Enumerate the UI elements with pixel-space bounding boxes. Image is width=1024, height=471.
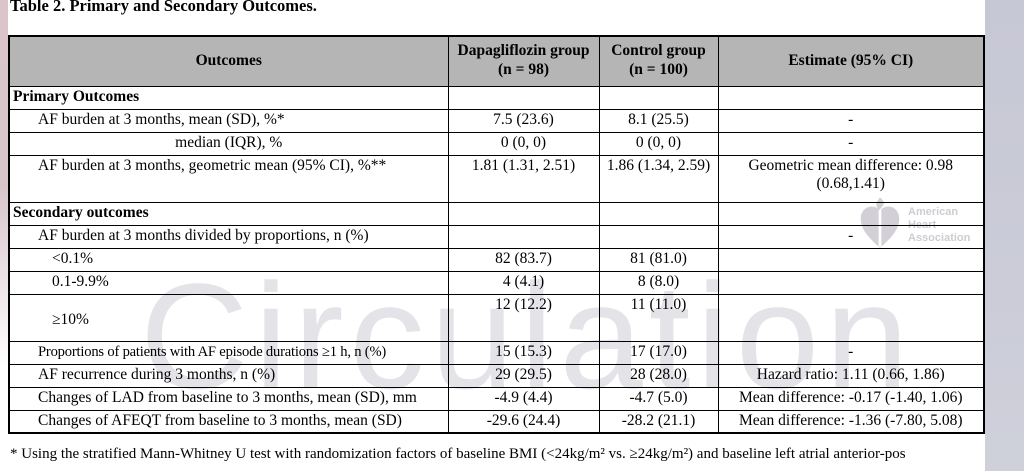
control-value-cell: 17 (17.0)	[598, 340, 719, 365]
table-header-row: Outcomes Dapagliflozin group (n = 98) Con…	[8, 35, 985, 87]
table-row: 0.1-9.9% 4 (4.1) 8 (8.0)	[8, 270, 985, 295]
control-value-cell	[598, 85, 719, 110]
table-row: Proportions of patients with AF episode …	[8, 340, 985, 365]
table-row: AF recurrence during 3 months, n (%) 29 …	[8, 363, 985, 388]
column-header-control: Control group (n = 100)	[598, 35, 719, 87]
dapagliflozin-value-cell: 0 (0, 0)	[447, 131, 600, 156]
estimate-value-cell	[717, 270, 985, 295]
dapagliflozin-value-cell: 29 (29.5)	[447, 363, 600, 388]
estimate-value-cell: Geometric mean difference: 0.98 (0.68,1.…	[717, 154, 985, 203]
dapagliflozin-value-cell: 1.81 (1.31, 2.51)	[447, 154, 600, 203]
column-header-dapagliflozin: Dapagliflozin group (n = 98)	[447, 35, 600, 87]
table-row: Changes of AFEQT from baseline to 3 mont…	[8, 409, 985, 434]
table-row: AF burden at 3 months, geometric mean (9…	[8, 154, 985, 203]
outcome-label-cell: 0.1-9.9%	[8, 270, 449, 295]
table-row: AF burden at 3 months divided by proport…	[8, 224, 985, 249]
estimate-value-cell: Hazard ratio: 1.11 (0.66, 1.86)	[717, 363, 985, 388]
control-value-cell: -28.2 (21.1)	[598, 409, 719, 434]
table-title: Table 2. Primary and Secondary Outcomes.	[10, 0, 317, 15]
outcome-label-cell: Proportions of patients with AF episode …	[8, 340, 449, 365]
outcome-label-cell: median (IQR), %	[8, 131, 449, 156]
table-row: median (IQR), % 0 (0, 0) 0 (0, 0) -	[8, 131, 985, 156]
control-value-cell: 0 (0, 0)	[598, 131, 719, 156]
outcome-label-cell: Primary Outcomes	[8, 85, 449, 110]
dapagliflozin-value-cell: 4 (4.1)	[447, 270, 600, 295]
control-value-cell: 81 (81.0)	[598, 247, 719, 272]
control-value-cell: 8 (8.0)	[598, 270, 719, 295]
estimate-value-cell: -	[717, 131, 985, 156]
column-header-estimate: Estimate (95% CI)	[717, 35, 985, 87]
estimate-value-cell: Mean difference: -0.17 (-1.40, 1.06)	[717, 386, 985, 411]
outcome-label-cell: AF burden at 3 months, geometric mean (9…	[8, 154, 449, 203]
dapagliflozin-value-cell	[447, 85, 600, 110]
dapagliflozin-value-cell	[447, 201, 600, 226]
page-right-edge	[985, 0, 1024, 471]
dapagliflozin-value-cell: 12 (12.2)	[447, 293, 600, 342]
table-footnote: * Using the stratified Mann-Whitney U te…	[10, 446, 906, 462]
control-value-cell	[598, 201, 719, 226]
control-value-cell: -4.7 (5.0)	[598, 386, 719, 411]
control-value-cell: 8.1 (25.5)	[598, 108, 719, 133]
outcome-label-cell: ≥10%	[8, 293, 449, 342]
dapagliflozin-value-cell: 15 (15.3)	[447, 340, 600, 365]
control-value-cell	[598, 224, 719, 249]
table-row: Primary Outcomes	[8, 85, 985, 110]
table-row: ≥10% 12 (12.2) 11 (11.0)	[8, 293, 985, 342]
outcome-label-cell: <0.1%	[8, 247, 449, 272]
outcomes-table: Outcomes Dapagliflozin group (n = 98) Con…	[8, 35, 985, 434]
control-value-cell: 11 (11.0)	[598, 293, 719, 342]
table-row: Changes of LAD from baseline to 3 months…	[8, 386, 985, 411]
outcome-label-cell: AF burden at 3 months divided by proport…	[8, 224, 449, 249]
estimate-value-cell	[717, 293, 985, 342]
estimate-value-cell	[717, 247, 985, 272]
dapagliflozin-value-cell: 82 (83.7)	[447, 247, 600, 272]
outcome-label-cell: AF burden at 3 months, mean (SD), %*	[8, 108, 449, 133]
outcome-label-cell: Secondary outcomes	[8, 201, 449, 226]
outcome-label-cell: Changes of AFEQT from baseline to 3 mont…	[8, 409, 449, 434]
dapagliflozin-value-cell	[447, 224, 600, 249]
estimate-value-cell: -	[717, 224, 985, 249]
dapagliflozin-value-cell: 7.5 (23.6)	[447, 108, 600, 133]
outcome-label-cell: AF recurrence during 3 months, n (%)	[8, 363, 449, 388]
control-value-cell: 28 (28.0)	[598, 363, 719, 388]
table-row: <0.1% 82 (83.7) 81 (81.0)	[8, 247, 985, 272]
outcome-label-cell: Changes of LAD from baseline to 3 months…	[8, 386, 449, 411]
table-row: AF burden at 3 months, mean (SD), %* 7.5…	[8, 108, 985, 133]
estimate-value-cell	[717, 201, 985, 226]
estimate-value-cell: -	[717, 108, 985, 133]
estimate-value-cell	[717, 85, 985, 110]
dapagliflozin-value-cell: -29.6 (24.4)	[447, 409, 600, 434]
table-row: Secondary outcomes	[8, 201, 985, 226]
control-value-cell: 1.86 (1.34, 2.59)	[598, 154, 719, 203]
page-left-edge	[0, 0, 8, 471]
dapagliflozin-value-cell: -4.9 (4.4)	[447, 386, 600, 411]
estimate-value-cell: -	[717, 340, 985, 365]
estimate-value-cell: Mean difference: -1.36 (-7.80, 5.08)	[717, 409, 985, 434]
column-header-outcomes: Outcomes	[8, 35, 449, 87]
